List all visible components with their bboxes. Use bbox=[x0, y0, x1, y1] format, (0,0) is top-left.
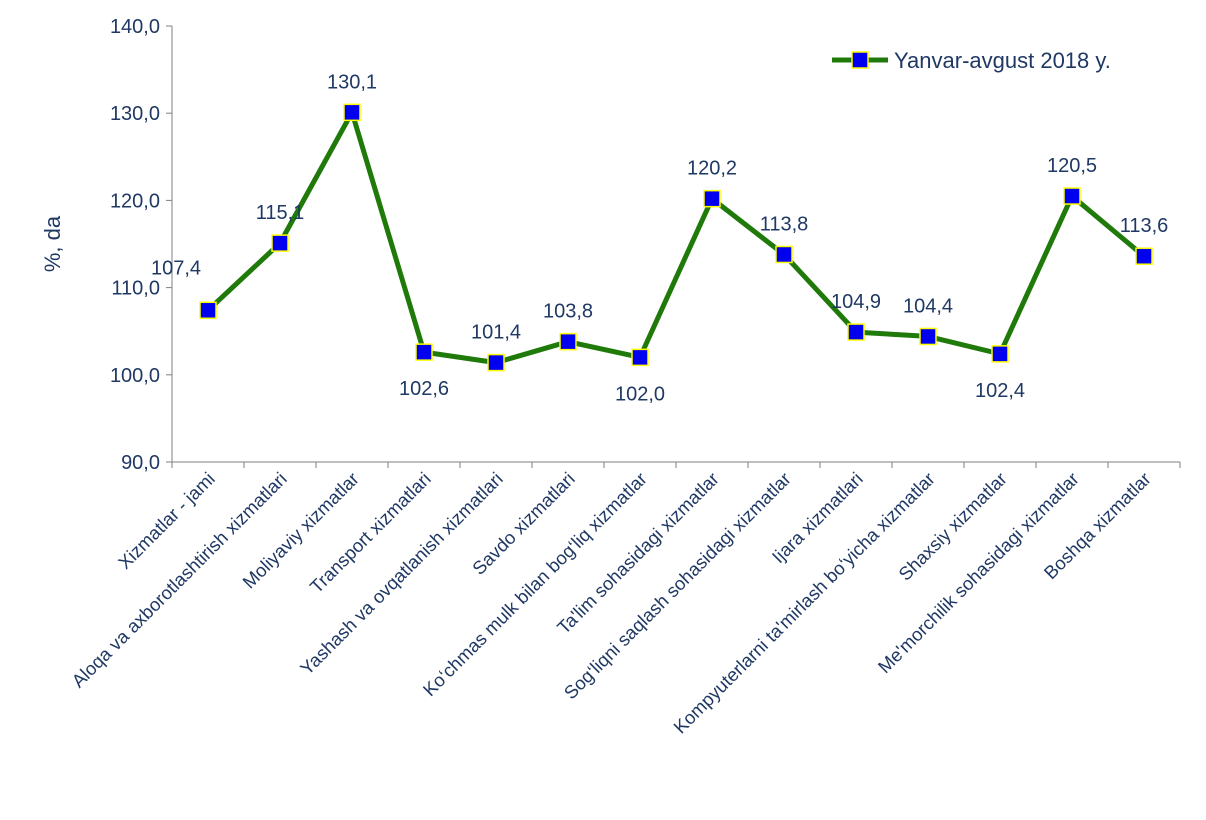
x-category-label: Transport xizmatlari bbox=[306, 468, 435, 597]
y-tick-label: 90,0 bbox=[121, 452, 160, 474]
data-point bbox=[1135, 247, 1153, 265]
y-axis-title: %, da bbox=[40, 215, 65, 272]
data-point bbox=[559, 332, 577, 351]
data-label: 120,2 bbox=[687, 158, 737, 180]
data-label: 102,0 bbox=[615, 383, 665, 405]
legend-marker-swatch bbox=[851, 51, 869, 69]
y-tick-label: 120,0 bbox=[110, 190, 160, 212]
data-label: 115,1 bbox=[256, 202, 305, 224]
data-label: 107,4 bbox=[151, 257, 201, 279]
data-point bbox=[919, 327, 937, 346]
data-point bbox=[631, 348, 649, 367]
data-label: 113,6 bbox=[1120, 215, 1169, 237]
data-point bbox=[343, 103, 361, 122]
data-point bbox=[991, 345, 1009, 363]
data-point bbox=[415, 343, 433, 361]
series-line bbox=[206, 109, 1146, 366]
y-tick-label: 100,0 bbox=[110, 365, 160, 387]
data-point bbox=[703, 189, 721, 208]
data-label: 130,1 bbox=[327, 71, 377, 93]
data-label: 102,4 bbox=[975, 380, 1025, 402]
data-label: 120,5 bbox=[1047, 155, 1097, 177]
data-label: 102,6 bbox=[399, 378, 449, 400]
data-label: 113,8 bbox=[760, 213, 809, 235]
data-point bbox=[775, 245, 793, 264]
y-axis: 90,0 100,0 110,0 120,0 130,0 140,0 bbox=[110, 16, 173, 474]
data-label: 101,4 bbox=[471, 322, 521, 344]
data-label: 103,8 bbox=[543, 301, 593, 323]
data-point bbox=[271, 234, 289, 252]
x-category-label: Kompyuterlarni ta'mirlash bo‘yicha xizma… bbox=[669, 468, 939, 738]
y-tick-label: 130,0 bbox=[110, 103, 160, 125]
y-tick-label: 140,0 bbox=[110, 16, 160, 38]
data-label: 104,4 bbox=[903, 295, 953, 317]
y-tick-label: 110,0 bbox=[111, 278, 160, 300]
data-label: 104,9 bbox=[831, 291, 881, 313]
data-point bbox=[199, 301, 217, 320]
data-point bbox=[1063, 187, 1081, 205]
data-point bbox=[487, 353, 505, 372]
legend: Yanvar-avgust 2018 y. bbox=[832, 48, 1111, 73]
series-group bbox=[199, 103, 1153, 372]
data-point bbox=[847, 323, 865, 341]
legend-label: Yanvar-avgust 2018 y. bbox=[894, 48, 1111, 73]
data-labels: 107,4 115,1 130,1 102,6 101,4 103,8 102,0 120,2… bbox=[151, 71, 1168, 405]
